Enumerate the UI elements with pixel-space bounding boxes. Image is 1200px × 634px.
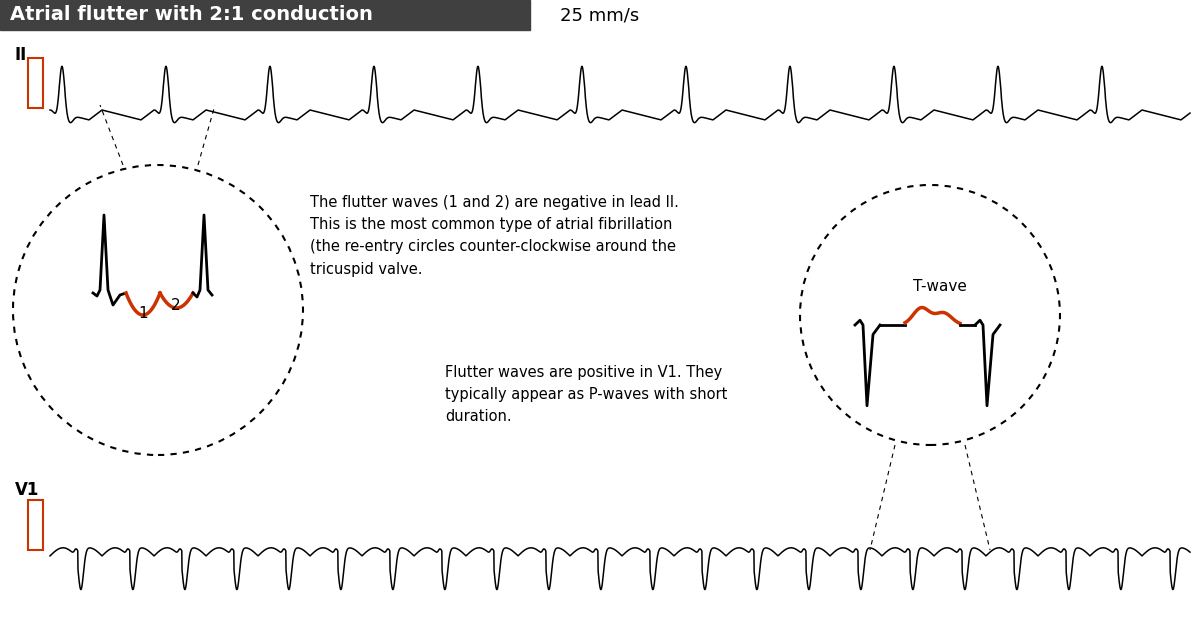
Text: 1: 1	[138, 306, 148, 321]
Text: T-wave: T-wave	[913, 279, 967, 294]
Bar	[0, 0, 530, 30]
Text: Atrial flutter with 2:1 conduction: Atrial flutter with 2:1 conduction	[10, 6, 373, 25]
Circle shape	[13, 165, 302, 455]
Bar	[28, 58, 43, 108]
Text: The flutter waves (1 and 2) are negative in lead II.
This is the most common typ: The flutter waves (1 and 2) are negative…	[310, 195, 679, 276]
Bar	[28, 500, 43, 550]
Text: Flutter waves are positive in V1. They
typically appear as P-waves with short
du: Flutter waves are positive in V1. They t…	[445, 365, 727, 424]
Text: 25 mm/s: 25 mm/s	[560, 6, 640, 24]
Text: 2: 2	[172, 298, 181, 313]
Circle shape	[800, 185, 1060, 445]
Text: V1: V1	[14, 481, 40, 499]
Text: II: II	[14, 46, 28, 64]
